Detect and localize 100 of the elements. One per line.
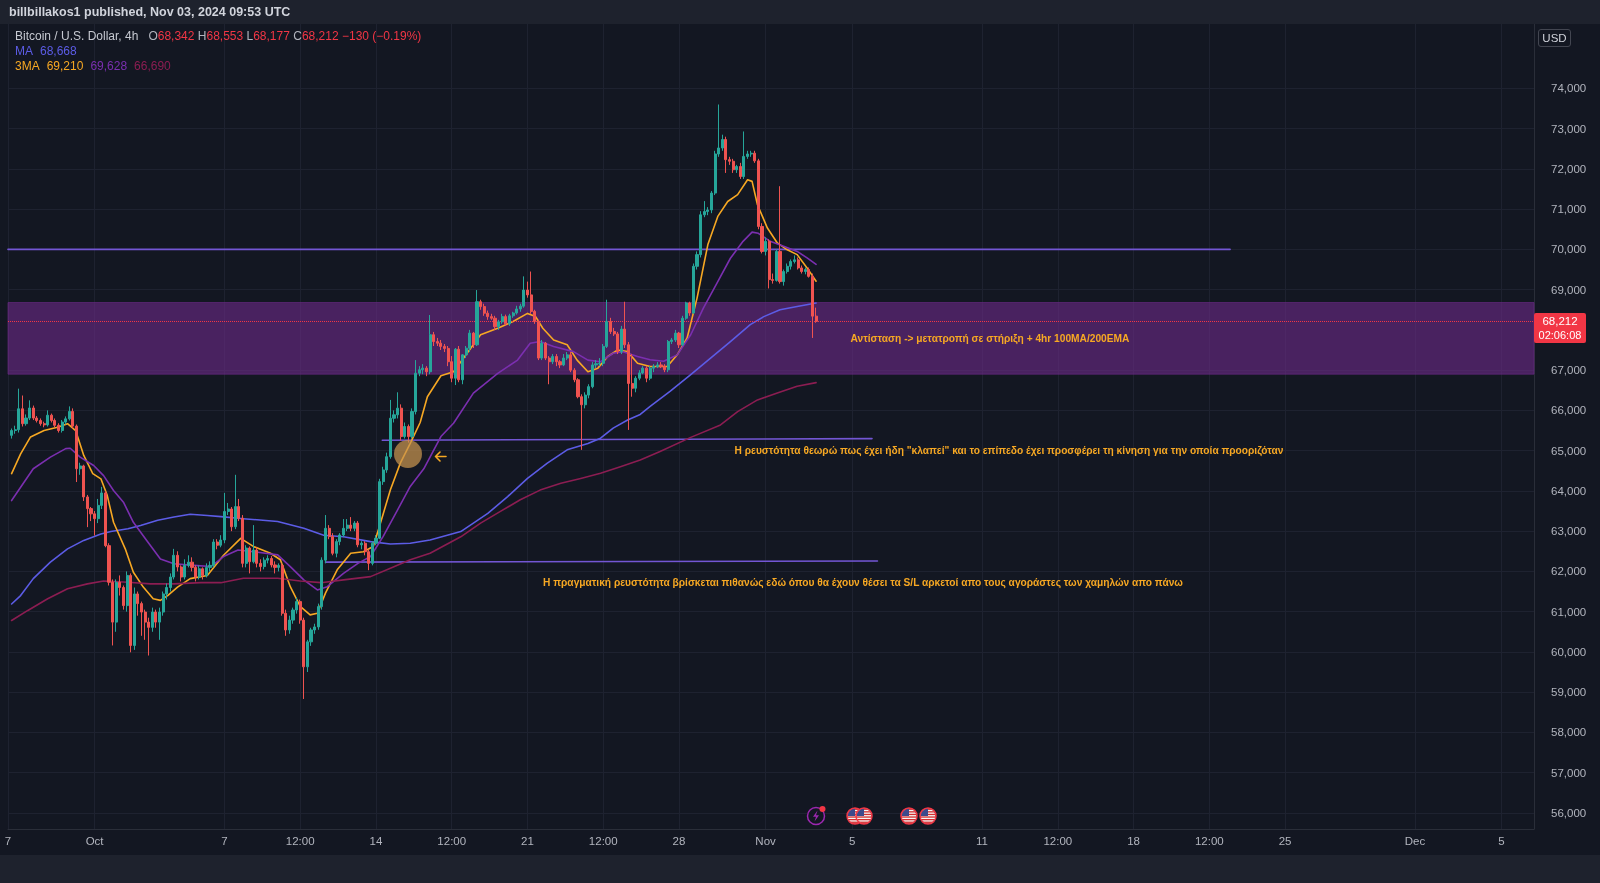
candlestick <box>425 365 428 377</box>
candlestick <box>739 162 742 180</box>
y-axis-title: USD <box>1538 29 1571 47</box>
candlestick <box>768 238 771 289</box>
chart-subtitle: O68,342 H68,553 L68,177 C68,212 −130 (−0.19%) <box>148 29 422 43</box>
x-tick-label: 14 <box>369 835 383 847</box>
y-tick-label: 73,000 <box>1551 122 1587 135</box>
ref-line-label: 68,212 <box>1541 314 1579 329</box>
candlestick <box>248 545 251 574</box>
candlestick <box>555 353 558 367</box>
y-tick-label: 56,000 <box>1551 806 1587 819</box>
candlestick <box>126 570 129 613</box>
candlestick <box>724 136 727 174</box>
candlestick <box>129 572 132 653</box>
y-tick-label: 58,000 <box>1551 726 1587 739</box>
candlestick <box>609 317 612 335</box>
candlestick <box>400 403 403 442</box>
x-tick-label: 12:00 <box>588 835 618 847</box>
candlestick <box>255 546 258 568</box>
candlestick <box>778 185 782 285</box>
y-tick-label: 60,000 <box>1551 645 1587 658</box>
candlestick <box>508 313 511 327</box>
text: billbillakos1 published, Nov 03, 2024 09:53 UTC <box>9 4 291 21</box>
candlestick <box>223 492 226 544</box>
candlestick <box>439 339 442 351</box>
candlestick <box>764 236 767 256</box>
candlestick <box>475 289 479 347</box>
y-tick-label: 71,000 <box>1551 203 1587 216</box>
candlestick <box>205 562 208 578</box>
candlestick <box>493 315 497 331</box>
candlestick <box>674 329 677 343</box>
candlestick <box>133 587 136 651</box>
x-tick-label: 28 <box>672 835 686 847</box>
annotation: Αντίσταση -> μετατροπή σε στήριξη + 4hr 100MA/200EMA <box>850 331 1130 345</box>
candlestick <box>39 417 42 427</box>
candlestick <box>797 256 800 271</box>
candlestick <box>396 391 399 419</box>
candlestick <box>21 395 24 427</box>
candlestick <box>775 248 778 283</box>
y-tick-label: 67,000 <box>1551 364 1587 377</box>
x-tick-label: 18 <box>1127 835 1140 847</box>
candlestick <box>562 353 565 367</box>
candlestick <box>79 462 82 476</box>
candlestick <box>115 578 118 633</box>
candlestick <box>10 428 13 440</box>
candlestick <box>483 303 486 317</box>
candlestick <box>57 422 60 434</box>
candlestick <box>50 413 53 423</box>
candlestick <box>245 544 248 568</box>
candlestick <box>504 314 507 327</box>
x-tick-label: 11 <box>976 835 989 847</box>
annotation: 68,668 <box>40 44 77 58</box>
x-tick-label: 12:00 <box>1194 835 1224 847</box>
candlestick <box>789 258 792 271</box>
x-tick-label: 12:00 <box>285 835 315 847</box>
candlestick <box>277 562 280 572</box>
candlestick <box>472 331 475 349</box>
candlestick <box>735 164 738 174</box>
text: 02:06:08 <box>1537 328 1583 343</box>
candlestick <box>353 520 356 532</box>
candlestick <box>230 506 233 532</box>
candlestick <box>68 405 71 421</box>
candlestick <box>804 267 807 275</box>
x-tick-label: 5 <box>848 835 856 847</box>
candlestick <box>234 474 237 530</box>
y-tick-label: 70,000 <box>1551 243 1587 256</box>
candlestick <box>620 325 623 355</box>
candlestick <box>17 388 20 434</box>
candlestick <box>263 556 266 570</box>
candlestick <box>656 361 659 369</box>
candlestick <box>32 405 35 421</box>
annotation: 69,628 <box>90 59 128 73</box>
candlestick <box>522 275 525 309</box>
candlestick <box>252 524 255 564</box>
candlestick <box>677 331 681 349</box>
candlestick <box>616 331 619 355</box>
text: MA <box>15 44 33 58</box>
chart-title: Bitcoin / U.S. Dollar, 4h <box>15 29 139 43</box>
y-tick-label: 62,000 <box>1551 565 1587 578</box>
x-tick-label: Oct <box>85 835 105 847</box>
candlestick <box>360 540 363 550</box>
candlestick <box>645 365 648 383</box>
candlestick <box>742 130 745 180</box>
candlestick <box>61 419 64 434</box>
candlestick <box>201 566 204 580</box>
x-tick-label: 5 <box>1498 835 1505 847</box>
candlestick <box>43 421 46 428</box>
candlestick <box>667 339 670 373</box>
y-tick-label: 65,000 <box>1551 444 1587 457</box>
candlestick <box>649 365 652 381</box>
candlestick <box>183 558 186 580</box>
y-tick-label: 74,000 <box>1551 82 1587 95</box>
x-tick-label: Dec <box>1404 835 1426 847</box>
candlestick <box>356 520 359 548</box>
candlestick <box>732 158 735 174</box>
candlestick <box>198 564 201 580</box>
y-tick-label: 57,000 <box>1551 766 1587 779</box>
candlestick <box>429 314 432 375</box>
candlestick <box>151 607 154 633</box>
annotation: 66,690 <box>134 59 171 73</box>
